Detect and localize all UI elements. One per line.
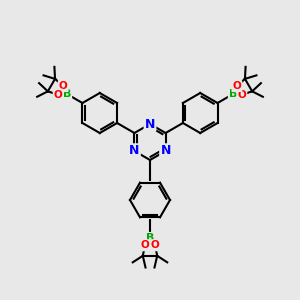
Text: B: B <box>229 89 237 99</box>
Text: O: O <box>151 240 159 250</box>
Text: N: N <box>145 118 155 130</box>
Text: N: N <box>129 145 140 158</box>
Text: O: O <box>59 81 68 91</box>
Text: N: N <box>160 145 171 158</box>
Text: B: B <box>63 89 71 99</box>
Text: O: O <box>232 81 241 91</box>
Text: O: O <box>238 90 246 100</box>
Text: B: B <box>146 233 154 243</box>
Text: O: O <box>141 240 149 250</box>
Text: O: O <box>54 90 62 100</box>
